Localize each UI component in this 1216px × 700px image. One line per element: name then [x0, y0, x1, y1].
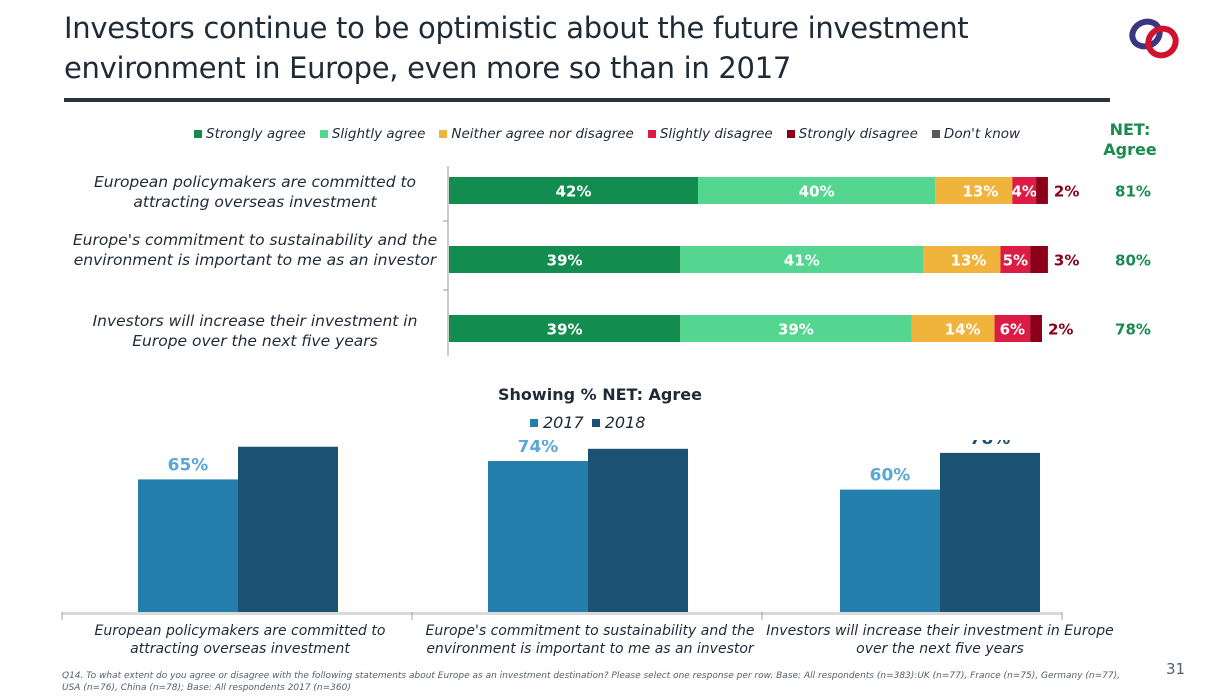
segment-value-label: 13%: [951, 252, 987, 270]
column-value-label: 81%: [268, 440, 309, 443]
column-value-label: 78%: [970, 440, 1011, 449]
column-category-label: Investors will increase their investment…: [766, 623, 1114, 657]
stacked-row-label: Europe's commitment to sustainability an…: [72, 231, 438, 269]
stacked-bar-segment: [449, 177, 699, 204]
column-category-label: Europe's commitment to sustainability an…: [425, 623, 755, 657]
slide-title: Investors continue to be optimistic abou…: [64, 11, 969, 85]
segment-value-label: 42%: [556, 183, 592, 201]
stacked-bar-segment: [911, 315, 995, 342]
legend-item: Strongly disagree: [786, 126, 918, 142]
stacked-bar-segment: [698, 177, 936, 204]
stacked-bar-segment: [680, 246, 924, 273]
column-bar: [488, 461, 588, 612]
stacked-row-label: Investors will increase their investment…: [92, 312, 418, 350]
legend-label: Slightly agree: [331, 126, 426, 142]
stacked-bar-segment: [1012, 177, 1037, 204]
legend-label: Strongly agree: [206, 126, 306, 142]
legend-swatch: [647, 130, 656, 138]
legend-label: Slightly disagree: [659, 126, 773, 142]
legend-label: Don't know: [943, 126, 1021, 142]
stacked-bar-segment: [1030, 246, 1048, 273]
legend-item: Don't know: [931, 126, 1021, 142]
column-bar: [940, 452, 1040, 612]
segment-value-label: 39%: [547, 321, 583, 339]
stacked-bar-segment: [1036, 177, 1048, 204]
stacked-bar-segment: [935, 177, 1013, 204]
legend-item: Strongly agree: [194, 126, 306, 142]
footnote: Q14. To what extent do you agree or disa…: [62, 671, 1120, 693]
stacked-bar-segment: [923, 246, 1001, 273]
title-underline: [64, 98, 1110, 102]
legend-label: 2017: [543, 413, 584, 432]
column-bar: [840, 489, 940, 612]
stacked-chart-legend: Strongly agree Slightly agree Neither agre…: [194, 126, 1020, 142]
column-bar: [238, 446, 338, 612]
interlocking-rings-logo-icon: [1129, 18, 1179, 59]
column-value-label: 60%: [870, 466, 911, 486]
stacked-bar-segment: [449, 315, 681, 342]
segment-value-label: 3%: [1054, 252, 1079, 270]
column-bar: [138, 479, 238, 612]
column-chart-title: Showing % NET: Agree: [498, 385, 702, 404]
stacked-bar-segment: [680, 315, 912, 342]
column-value-label: 74%: [518, 440, 559, 457]
legend-item: Slightly agree: [319, 126, 426, 142]
segment-value-label: 39%: [547, 252, 583, 270]
stacked-bar-segment: [449, 246, 681, 273]
legend-item: Neither agree nor disagree: [439, 126, 634, 142]
segment-value-label: 2%: [1048, 321, 1073, 339]
legend-item: 2018: [591, 413, 646, 432]
net-agree-value: 81%: [1115, 183, 1151, 201]
net-agree-value: 78%: [1115, 321, 1151, 339]
segment-value-label: 6%: [1000, 321, 1025, 339]
net-agree-header: NET: Agree: [1103, 120, 1157, 159]
stacked-bar-segment: [994, 315, 1031, 342]
legend-swatch: [319, 130, 328, 138]
legend-swatch: [931, 130, 940, 138]
segment-value-label: 5%: [1003, 252, 1028, 270]
legend-item: Slightly disagree: [647, 126, 773, 142]
segment-value-label: 13%: [962, 183, 998, 201]
column-bar: [588, 448, 688, 612]
page-number: 31: [1166, 660, 1186, 678]
column-chart-legend: 2017 2018: [530, 413, 645, 432]
legend-label: 2018: [604, 413, 646, 432]
grouped-column-chart: 65% 81% 74% 80% 60% 78%: [61, 440, 1063, 620]
segment-value-label: 4%: [1011, 183, 1036, 201]
stacked-bar-segment: [1000, 246, 1031, 273]
segment-value-label: 40%: [799, 183, 835, 201]
segment-value-label: 14%: [945, 321, 981, 339]
legend-item: 2017: [530, 413, 584, 432]
segment-value-label: 39%: [778, 321, 814, 339]
legend-swatch: [439, 130, 448, 138]
legend-label: Strongly disagree: [798, 126, 918, 142]
column-value-label: 80%: [618, 440, 659, 445]
segment-value-label: 41%: [784, 252, 820, 270]
stacked-bar-segment: [1030, 315, 1042, 342]
legend-swatch: [591, 418, 600, 427]
stacked-row-label: European policymakers are committed to a…: [93, 173, 417, 211]
legend-swatch: [530, 418, 538, 427]
net-agree-value: 80%: [1115, 252, 1151, 270]
column-value-label: 65%: [168, 455, 209, 475]
stacked-bar-chart: 42% 40% 13% 4% 2% 81% 39% 41% 13% 5% 3% 80% 39% 39% 14…: [443, 166, 1151, 356]
value-axis-baseline: [62, 612, 1062, 615]
column-category-label: European policymakers are committed to a…: [94, 623, 386, 657]
legend-swatch: [786, 130, 795, 138]
legend-swatch: [194, 130, 202, 138]
segment-value-label: 2%: [1054, 183, 1079, 201]
legend-label: Neither agree nor disagree: [451, 126, 634, 142]
